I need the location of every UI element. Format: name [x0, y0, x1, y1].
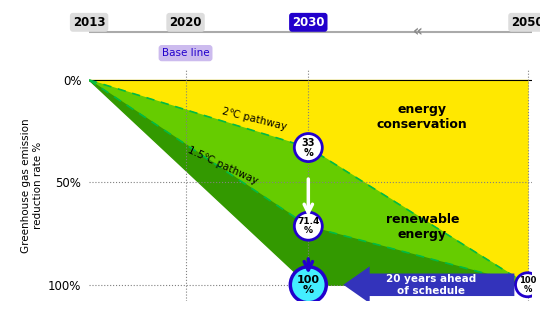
Text: Base line: Base line	[162, 48, 210, 58]
Ellipse shape	[516, 273, 539, 297]
Text: 2030: 2030	[292, 16, 325, 29]
Text: energy
conservation: energy conservation	[377, 103, 468, 131]
Text: 71.4
%: 71.4 %	[297, 217, 320, 235]
Text: 20 years ahead
of schedule: 20 years ahead of schedule	[386, 274, 476, 295]
Text: 2050: 2050	[511, 16, 540, 29]
Text: 2013: 2013	[73, 16, 105, 29]
Ellipse shape	[291, 267, 326, 303]
Y-axis label: Greenhouse gas emission
reduction rate %: Greenhouse gas emission reduction rate %	[21, 118, 43, 253]
Text: 33
%: 33 %	[301, 138, 315, 158]
Text: 100
%: 100 %	[297, 275, 320, 295]
Ellipse shape	[294, 133, 322, 162]
Ellipse shape	[294, 212, 322, 240]
Text: renewable
energy: renewable energy	[386, 213, 459, 242]
Polygon shape	[343, 266, 515, 303]
Text: 1.5℃ pathway: 1.5℃ pathway	[186, 146, 259, 187]
Text: 2℃ pathway: 2℃ pathway	[221, 106, 287, 132]
Text: 100
%: 100 %	[519, 276, 536, 294]
Text: «: «	[413, 24, 423, 40]
Text: 2020: 2020	[170, 16, 202, 29]
